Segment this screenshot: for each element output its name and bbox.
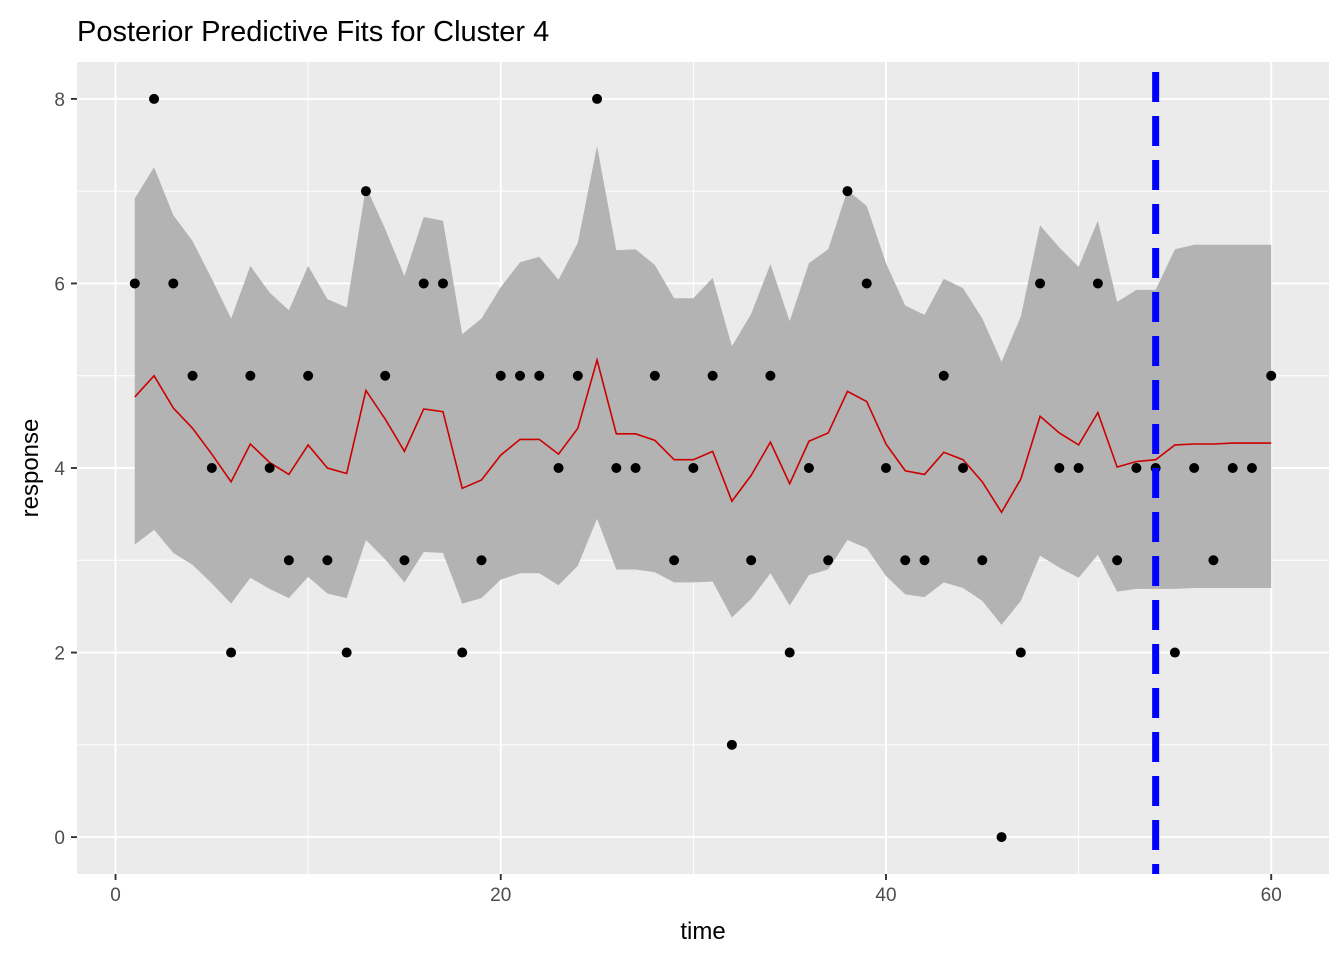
- observed-point: [707, 370, 718, 381]
- observed-point: [1227, 463, 1238, 473]
- y-tick-label: 4: [54, 459, 65, 480]
- observed-point: [1035, 278, 1046, 289]
- observed-point: [1208, 555, 1219, 566]
- x-tick-label: 60: [1261, 885, 1282, 906]
- y-axis-title: response: [17, 419, 44, 518]
- y-tick-label: 6: [54, 274, 65, 295]
- observed-point: [746, 555, 757, 566]
- observed-point: [341, 647, 352, 658]
- x-tick-label: 40: [875, 885, 896, 906]
- credible-interval-band: [134, 145, 1272, 625]
- observed-point: [399, 555, 410, 566]
- x-tick-label: 20: [490, 885, 511, 906]
- observed-point: [360, 186, 371, 197]
- x-tick-label: 0: [110, 885, 121, 906]
- observed-point: [418, 278, 429, 289]
- observed-point: [226, 647, 237, 658]
- observed-point: [168, 278, 179, 289]
- observed-point: [592, 93, 603, 104]
- y-tick-label: 0: [54, 828, 65, 849]
- observed-point: [1266, 370, 1277, 381]
- observed-point: [1073, 463, 1084, 473]
- observed-point: [476, 555, 487, 566]
- observed-point: [938, 370, 949, 381]
- observed-point: [977, 555, 988, 566]
- observed-point: [1189, 463, 1200, 473]
- observed-point: [303, 370, 314, 381]
- x-axis-ticks: 0 20 40 60: [110, 874, 1282, 906]
- observed-point: [842, 186, 853, 197]
- observed-point: [630, 463, 641, 473]
- chart-title: Posterior Predictive Fits for Cluster 4: [77, 16, 549, 48]
- y-axis-ticks: 0 2 4 6 8: [54, 90, 77, 849]
- posterior-mean-line: [134, 356, 1272, 514]
- observed-point: [129, 278, 140, 289]
- observed-point: [149, 93, 160, 104]
- observed-point: [534, 370, 545, 381]
- observed-point: [803, 463, 814, 473]
- observed-point: [1112, 555, 1123, 566]
- observed-point: [572, 370, 583, 381]
- observed-point: [437, 278, 448, 289]
- observed-point: [861, 278, 872, 289]
- observed-point: [1131, 463, 1142, 473]
- observed-point: [283, 555, 294, 566]
- observed-point: [1169, 647, 1180, 658]
- observed-point: [380, 370, 391, 381]
- observed-point: [322, 555, 333, 566]
- observed-point: [996, 832, 1007, 843]
- observed-point: [765, 370, 776, 381]
- y-tick-label: 8: [54, 90, 65, 111]
- observed-points: [129, 93, 1277, 843]
- observed-point: [784, 647, 795, 658]
- observed-point: [457, 647, 468, 658]
- observed-point: [649, 370, 660, 381]
- y-tick-label: 2: [54, 644, 65, 665]
- observed-point: [669, 555, 680, 566]
- observed-point: [900, 555, 911, 566]
- observed-point: [880, 463, 891, 473]
- observed-point: [187, 370, 198, 381]
- observed-point: [823, 555, 834, 566]
- observed-point: [206, 463, 217, 473]
- observed-point: [688, 463, 699, 473]
- observed-point: [611, 463, 622, 473]
- x-axis-title: time: [680, 918, 725, 945]
- observed-point: [515, 370, 526, 381]
- observed-point: [553, 463, 564, 473]
- observed-point: [1015, 647, 1026, 658]
- observed-point: [245, 370, 256, 381]
- observed-point: [264, 463, 275, 473]
- observed-point: [1054, 463, 1065, 473]
- observed-point: [495, 370, 506, 381]
- observed-point: [726, 739, 737, 750]
- observed-point: [919, 555, 930, 566]
- observed-point: [1092, 278, 1103, 289]
- observed-point: [1246, 463, 1257, 473]
- observed-point: [958, 463, 969, 473]
